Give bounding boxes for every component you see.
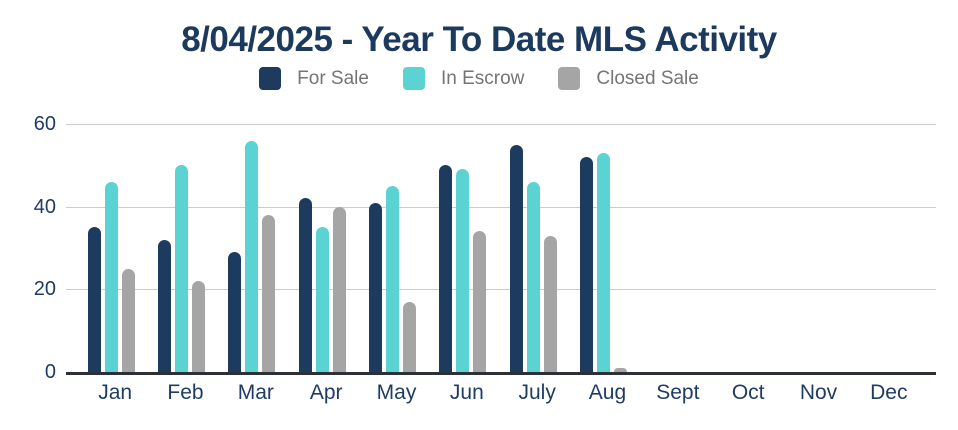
bar-for-sale-july[interactable]: [509, 144, 523, 372]
bar-group-jan: [87, 124, 143, 372]
bar-closed-sale-apr[interactable]: [332, 206, 346, 372]
bar-for-sale-jan[interactable]: [87, 227, 101, 372]
bar-for-sale-feb[interactable]: [158, 239, 171, 372]
bar-in-escrow-july[interactable]: [526, 181, 540, 372]
for-sale-swatch-icon: [259, 67, 282, 90]
bar-for-sale-apr[interactable]: [298, 198, 312, 372]
x-axis-label: Apr: [309, 381, 343, 404]
bar-group-sept: [650, 124, 705, 372]
legend-label-closed-sale: Closed Sale: [596, 67, 699, 89]
bar-in-escrow-jun[interactable]: [456, 169, 470, 372]
x-axis-label: Nov: [799, 381, 838, 404]
bar-group-mar: [228, 124, 283, 372]
bar-in-escrow-aug[interactable]: [597, 152, 610, 372]
bar-for-sale-aug[interactable]: [580, 157, 593, 372]
bar-in-escrow-feb[interactable]: [175, 165, 188, 372]
bar-in-escrow-mar[interactable]: [245, 140, 259, 372]
x-axis-label: Mar: [237, 381, 274, 404]
x-axis-label: Oct: [731, 381, 765, 404]
gridline: [66, 124, 936, 125]
y-axis-tick-label: 0: [44, 361, 56, 383]
bar-group-oct: [721, 124, 776, 372]
legend-label-in-escrow: In Escrow: [440, 67, 525, 89]
bar-group-july: [509, 124, 565, 372]
bar-for-sale-may[interactable]: [369, 202, 382, 372]
bar-closed-sale-jan[interactable]: [121, 268, 135, 372]
x-axis-label: Sept: [656, 381, 700, 404]
plot-area: [66, 124, 936, 375]
x-axis-label: Jun: [449, 381, 484, 404]
bar-for-sale-jun[interactable]: [439, 165, 453, 372]
bar-in-escrow-apr[interactable]: [315, 227, 329, 372]
bar-closed-sale-mar[interactable]: [262, 214, 276, 372]
legend-item-closed-sale: Closed Sale: [558, 67, 699, 90]
closed-sale-swatch-icon: [558, 67, 581, 90]
y-axis-tick-label: 60: [33, 113, 56, 135]
x-axis-label: Jan: [98, 381, 133, 404]
bar-closed-sale-may[interactable]: [403, 301, 416, 372]
legend: For Sale In Escrow Closed Sale: [0, 67, 958, 90]
bar-group-may: [369, 124, 424, 372]
bar-for-sale-mar[interactable]: [228, 252, 242, 372]
bar-group-jun: [439, 124, 494, 372]
legend-label-for-sale: For Sale: [297, 67, 369, 89]
bar-in-escrow-may[interactable]: [386, 186, 399, 372]
y-axis-tick-label: 40: [33, 195, 56, 218]
x-axis-label: Feb: [167, 381, 204, 404]
gridline: [66, 289, 936, 291]
chart-title: 8/04/2025 - Year To Date MLS Activity: [181, 20, 777, 59]
x-axis-label: May: [376, 381, 417, 404]
bar-group-apr: [298, 124, 354, 372]
bar-in-escrow-jan[interactable]: [104, 181, 118, 372]
bar-closed-sale-feb[interactable]: [192, 281, 205, 372]
bar-closed-sale-aug[interactable]: [614, 367, 627, 372]
legend-item-for-sale: For Sale: [259, 67, 369, 90]
x-axis-label: July: [518, 381, 556, 404]
bar-group-aug: [580, 124, 635, 372]
y-axis-tick-label: 20: [33, 278, 56, 301]
bar-group-dec: [861, 124, 916, 372]
gridline: [66, 206, 936, 208]
in-escrow-swatch-icon: [402, 67, 425, 90]
bar-closed-sale-jun[interactable]: [473, 231, 487, 372]
legend-item-in-escrow: In Escrow: [402, 67, 525, 90]
bar-group-feb: [158, 124, 213, 372]
x-axis-label: Dec: [870, 381, 908, 404]
x-axis-label: Aug: [588, 381, 627, 404]
bar-group-nov: [791, 124, 846, 372]
bar-closed-sale-july[interactable]: [543, 235, 557, 372]
